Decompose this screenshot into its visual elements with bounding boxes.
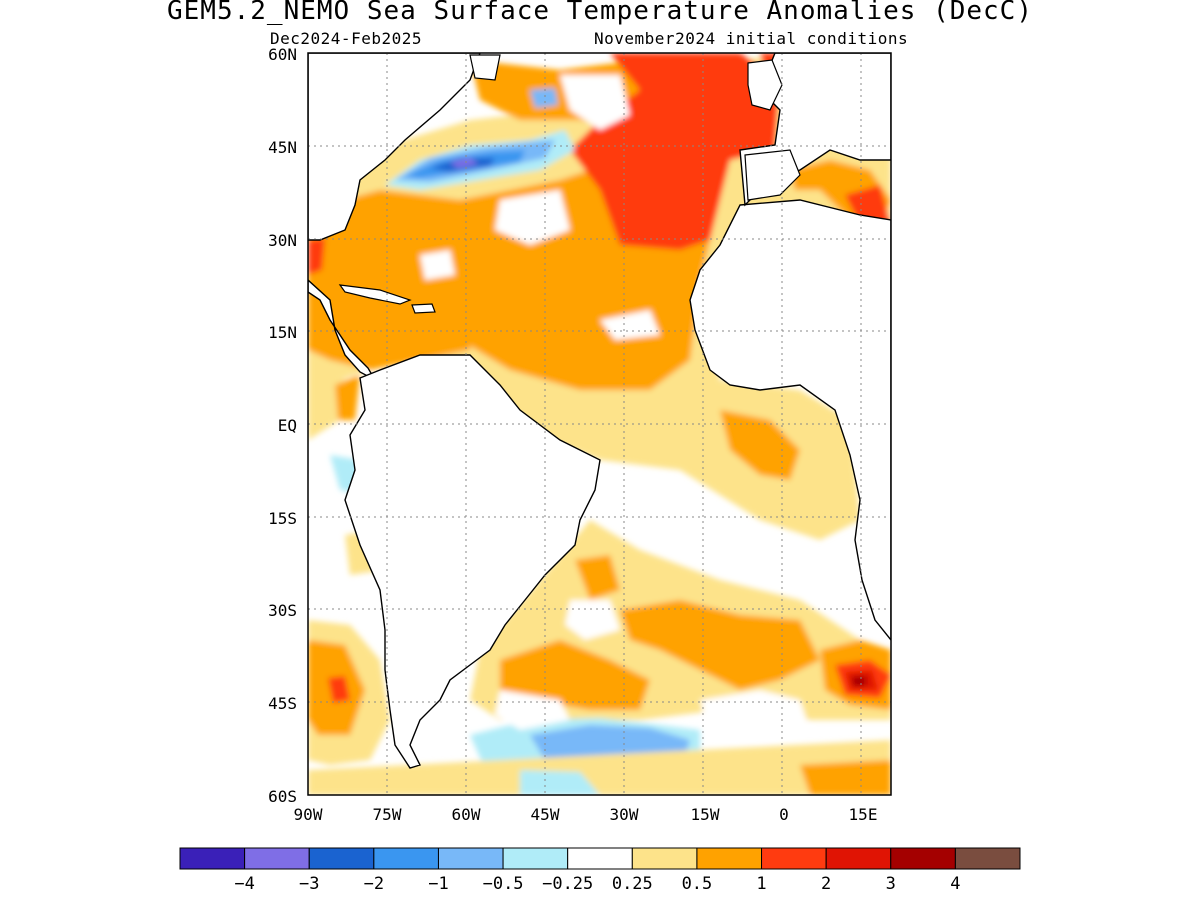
- lon-tick-label: 15W: [691, 805, 720, 824]
- colorbar-swatch: [825, 847, 892, 870]
- map-title: GEM5.2_NEMO Sea Surface Temperature Anom…: [167, 0, 1033, 26]
- anomaly-region: [308, 740, 891, 795]
- hispaniola-land: [411, 303, 436, 314]
- lat-tick-label: 30N: [268, 231, 297, 250]
- anomaly-region: [565, 600, 620, 640]
- colorbar-label: −4: [234, 874, 254, 894]
- anomaly-region: [335, 375, 360, 420]
- anomaly-region: [495, 190, 570, 245]
- initial-conditions: November2024 initial conditions: [594, 29, 909, 48]
- colorbar-swatch: [890, 847, 956, 870]
- lon-tick-label: 0: [779, 805, 789, 824]
- colorbar-label: 1: [756, 874, 766, 894]
- colorbar-label: −0.5: [483, 874, 524, 894]
- colorbar-swatch: [696, 847, 763, 870]
- anomaly-region: [530, 88, 558, 108]
- colorbar-label: −2: [364, 874, 384, 894]
- colorbar-swatch: [631, 847, 698, 870]
- anomaly-region: [575, 555, 620, 600]
- colorbar-label: −0.25: [542, 874, 593, 894]
- lat-tick-label: 15S: [268, 509, 297, 528]
- colorbar-label: −3: [299, 874, 319, 894]
- colorbar-swatch: [437, 847, 504, 870]
- uk-land: [747, 59, 783, 111]
- anomaly-region: [520, 770, 600, 795]
- colorbar-swatch: [567, 847, 633, 870]
- colorbar-swatch: [373, 847, 439, 870]
- anomaly-region: [495, 690, 570, 730]
- colorbar-label: −1: [428, 874, 448, 894]
- lon-tick-label: 30W: [610, 805, 639, 824]
- colorbar-swatch: [954, 847, 1021, 870]
- anomaly-region: [570, 53, 780, 250]
- anomaly-field: [308, 53, 891, 795]
- lon-tick-label: 75W: [373, 805, 402, 824]
- longitude-axis: 90W 75W 60W 45W 30W 15W 0 15E: [294, 805, 878, 824]
- colorbar-swatch: [308, 847, 375, 870]
- lat-tick-label: 60N: [268, 45, 297, 64]
- map-frame: [307, 52, 892, 796]
- lat-tick-label: 30S: [268, 601, 297, 620]
- lon-tick-label: 15E: [849, 805, 878, 824]
- anomaly-region: [450, 158, 478, 168]
- lon-tick-label: 90W: [294, 805, 323, 824]
- colorbar-label: 3: [886, 874, 896, 894]
- lon-tick-label: 60W: [452, 805, 481, 824]
- forecast-period: Dec2024-Feb2025: [270, 29, 422, 48]
- anomaly-region: [620, 600, 820, 690]
- lat-tick-label: 45S: [268, 694, 297, 713]
- colorbar-swatch: [502, 847, 569, 870]
- colorbar-swatch: [179, 847, 246, 870]
- anomaly-region: [600, 310, 660, 340]
- anomaly-region: [328, 676, 350, 703]
- map-gridlines: [308, 53, 891, 795]
- anomaly-region: [852, 676, 866, 686]
- newfoundland-land: [469, 54, 501, 81]
- lat-tick-label: EQ: [278, 416, 297, 435]
- colorbar-swatch: [761, 847, 827, 870]
- anomaly-region: [560, 75, 630, 130]
- colorbar-label: 2: [821, 874, 831, 894]
- south-america-land: [344, 354, 601, 769]
- lat-tick-label: 60S: [268, 787, 297, 806]
- lat-tick-label: 15N: [268, 323, 297, 342]
- anomaly-region: [800, 760, 891, 795]
- colorbar-swatch: [244, 847, 310, 870]
- africa-land: [689, 199, 891, 642]
- anomaly-region: [308, 235, 470, 370]
- colorbar-label: 0.5: [682, 874, 713, 894]
- lat-tick-label: 45N: [268, 138, 297, 157]
- anomaly-region: [720, 410, 800, 480]
- anomaly-region: [420, 250, 455, 280]
- anomaly-region: [500, 640, 650, 710]
- colorbar-label: 4: [950, 874, 960, 894]
- anomaly-region: [308, 238, 325, 275]
- lon-tick-label: 45W: [531, 805, 560, 824]
- colorbar: −4 −3 −2 −1 −0.5 −0.25 0.25 0.5 1 2 3 4: [179, 847, 1021, 894]
- cuba-land: [338, 284, 412, 305]
- latitude-axis: 60N 45N 30N 15N EQ 15S 30S 45S 60S: [268, 45, 297, 806]
- colorbar-label: 0.25: [612, 874, 653, 894]
